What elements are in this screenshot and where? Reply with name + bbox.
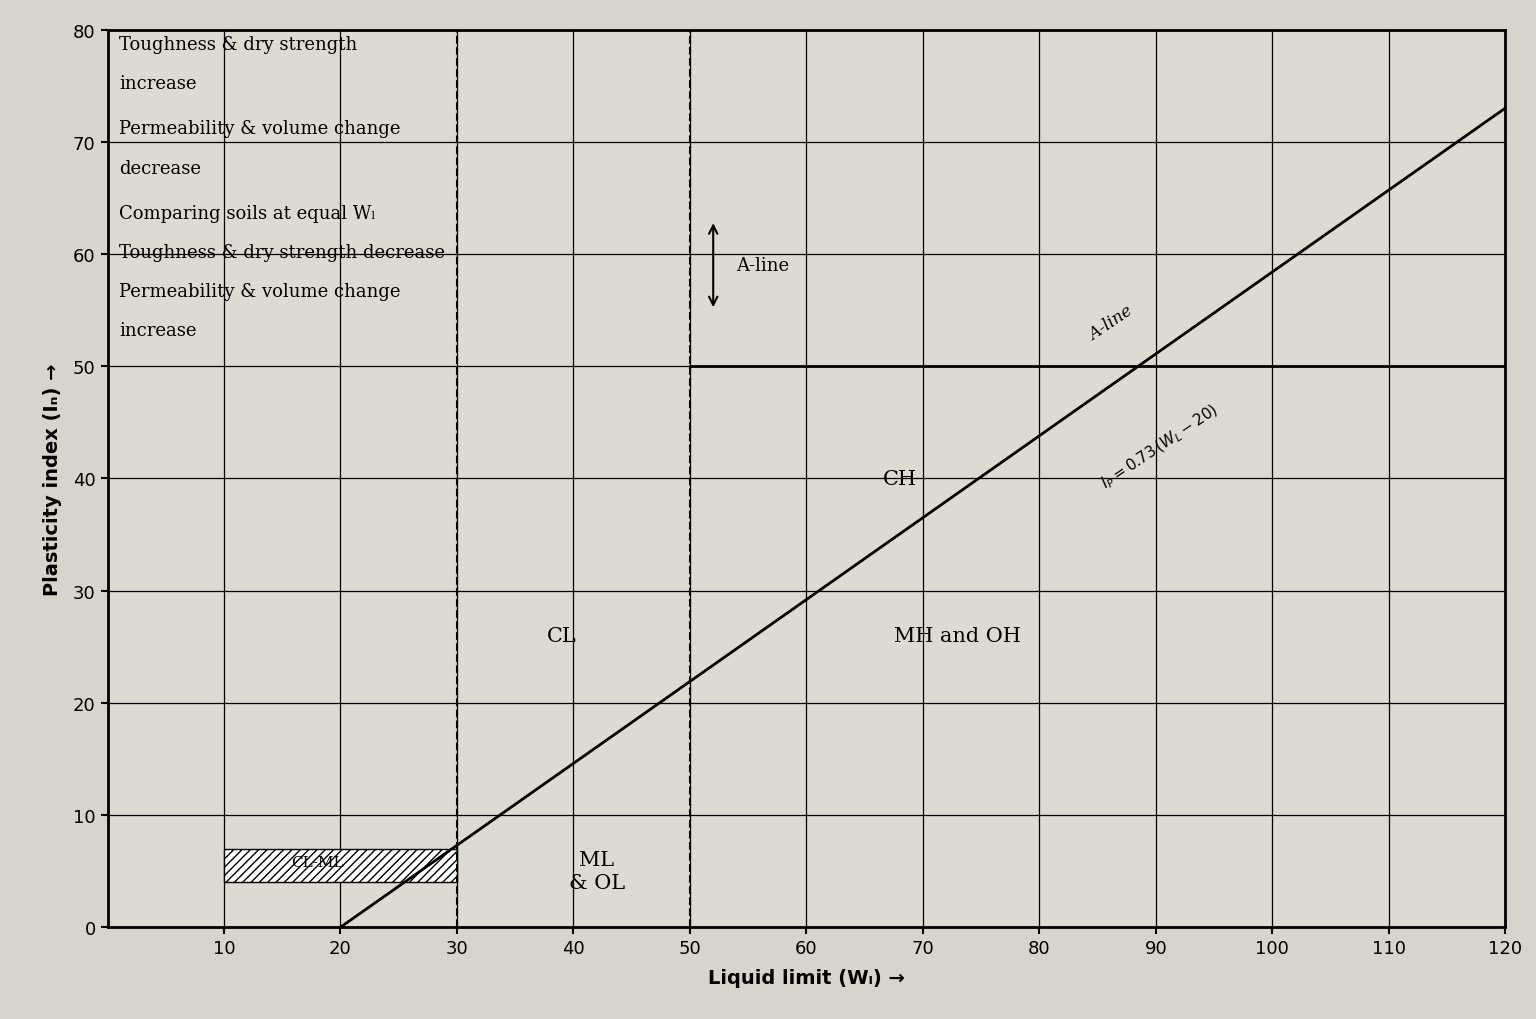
Text: decrease: decrease <box>120 159 201 177</box>
X-axis label: Liquid limit (Wₗ) →: Liquid limit (Wₗ) → <box>708 968 905 987</box>
Text: increase: increase <box>120 322 197 340</box>
Y-axis label: Plasticity index (Iₙ) →: Plasticity index (Iₙ) → <box>43 363 61 595</box>
Text: CH: CH <box>883 470 917 488</box>
Text: CL: CL <box>547 627 576 645</box>
Text: Permeability & volume change: Permeability & volume change <box>120 282 401 301</box>
Text: $I_P = 0.73\,(W_L - 20)$: $I_P = 0.73\,(W_L - 20)$ <box>1098 400 1223 492</box>
Text: A-line: A-line <box>736 257 790 275</box>
Text: increase: increase <box>120 75 197 94</box>
Polygon shape <box>224 849 458 882</box>
Text: CL-ML: CL-ML <box>290 855 344 869</box>
Text: A-line: A-line <box>1086 303 1137 344</box>
Text: Toughness & dry strength: Toughness & dry strength <box>120 36 358 54</box>
Text: Permeability & volume change: Permeability & volume change <box>120 120 401 139</box>
Text: ML
& OL: ML & OL <box>568 850 625 893</box>
Text: Toughness & dry strength decrease: Toughness & dry strength decrease <box>120 244 445 262</box>
Text: Comparing soils at equal Wₗ: Comparing soils at equal Wₗ <box>120 204 376 222</box>
Text: MH and OH: MH and OH <box>894 627 1021 645</box>
